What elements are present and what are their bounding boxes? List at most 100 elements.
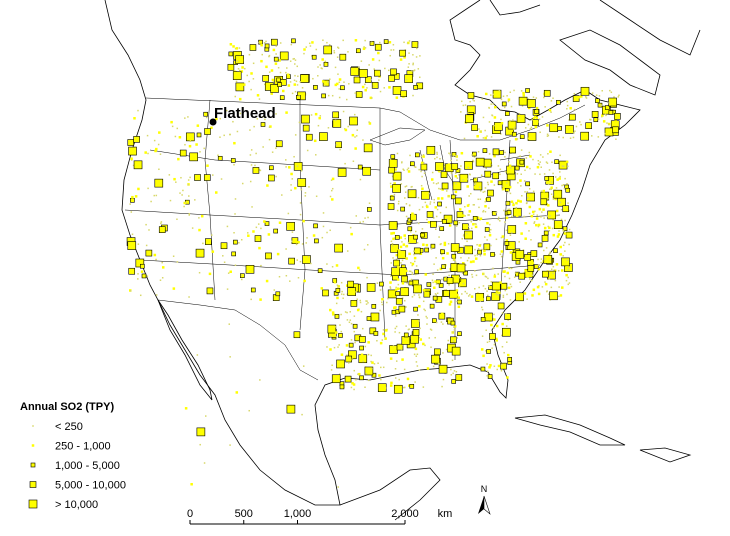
source-symbol xyxy=(414,260,416,263)
source-symbol xyxy=(474,248,476,251)
source-symbol xyxy=(199,443,201,446)
source-symbol xyxy=(585,97,588,99)
source-symbol xyxy=(486,375,488,377)
source-symbol xyxy=(170,120,173,124)
source-symbol xyxy=(481,98,484,100)
source-symbol xyxy=(287,84,291,87)
source-symbol xyxy=(468,195,470,197)
source-symbol xyxy=(364,217,366,219)
source-symbol xyxy=(493,105,497,109)
source-symbol xyxy=(462,261,465,265)
source-symbol xyxy=(401,259,404,262)
source-symbol xyxy=(357,372,361,376)
source-symbol xyxy=(389,287,392,289)
source-symbol xyxy=(541,116,544,118)
source-symbol xyxy=(238,47,241,49)
source-symbol xyxy=(226,288,229,290)
source-symbol xyxy=(364,83,366,86)
source-symbol xyxy=(595,94,598,96)
source-symbol xyxy=(434,206,437,209)
source-symbol xyxy=(334,83,338,87)
source-symbol xyxy=(155,294,158,296)
source-symbol xyxy=(329,229,331,232)
source-symbol xyxy=(547,225,550,228)
source-symbol xyxy=(131,233,134,236)
source-symbol xyxy=(406,168,409,171)
source-symbol xyxy=(472,223,475,226)
source-symbol xyxy=(300,74,309,83)
source-symbol xyxy=(427,283,430,285)
source-symbol xyxy=(597,136,600,138)
source-symbol xyxy=(537,264,540,266)
source-symbol xyxy=(531,294,534,297)
source-symbol xyxy=(606,108,610,112)
source-symbol xyxy=(531,261,534,265)
source-symbol xyxy=(466,185,469,188)
source-symbol xyxy=(499,253,502,255)
source-symbol xyxy=(299,202,302,204)
source-symbol xyxy=(422,154,425,156)
source-symbol xyxy=(538,207,542,211)
source-symbol xyxy=(330,179,333,181)
source-symbol xyxy=(344,162,346,165)
source-symbol xyxy=(249,44,257,51)
source-symbol xyxy=(168,174,171,176)
source-symbol xyxy=(188,144,192,148)
source-symbol xyxy=(438,364,448,374)
source-symbol xyxy=(359,269,361,271)
source-symbol xyxy=(389,345,398,354)
source-symbol xyxy=(339,148,341,151)
source-symbol xyxy=(436,153,438,155)
source-symbol xyxy=(502,296,505,298)
source-symbol xyxy=(465,114,474,124)
source-symbol xyxy=(405,257,408,260)
source-symbol xyxy=(497,294,500,296)
source-symbol xyxy=(299,260,302,263)
source-symbol xyxy=(204,415,207,417)
source-symbol xyxy=(499,281,502,284)
source-symbol xyxy=(520,173,522,175)
source-symbol xyxy=(549,123,559,133)
source-symbol xyxy=(526,192,535,202)
source-symbol xyxy=(426,218,428,221)
source-symbol xyxy=(474,182,477,185)
source-symbol xyxy=(482,191,484,193)
source-symbol xyxy=(371,97,373,99)
source-symbol xyxy=(490,252,495,257)
source-symbol xyxy=(139,294,142,297)
source-symbol xyxy=(489,364,492,367)
source-symbol xyxy=(285,248,287,250)
source-symbol xyxy=(532,158,534,161)
source-symbol xyxy=(544,176,550,181)
source-symbol xyxy=(412,329,420,336)
source-symbol xyxy=(569,113,576,121)
source-symbol xyxy=(531,119,533,121)
source-symbol xyxy=(380,378,382,381)
source-symbol xyxy=(500,250,504,253)
source-symbol xyxy=(399,245,403,249)
source-symbol xyxy=(264,43,270,49)
source-symbol xyxy=(322,225,325,228)
source-symbol xyxy=(359,68,368,78)
source-symbol xyxy=(395,325,398,328)
source-symbol xyxy=(398,200,400,203)
source-symbol xyxy=(369,96,373,100)
source-symbol xyxy=(493,116,497,119)
source-symbol xyxy=(540,190,543,193)
source-symbol xyxy=(501,334,503,337)
source-symbol xyxy=(389,158,392,161)
source-symbol xyxy=(438,187,440,190)
source-symbol xyxy=(145,244,148,247)
source-symbol xyxy=(488,233,492,237)
source-symbol xyxy=(398,378,400,381)
source-symbol xyxy=(486,239,488,241)
source-symbol xyxy=(320,67,323,69)
source-symbol xyxy=(441,253,443,256)
source-symbol xyxy=(436,151,438,154)
source-symbol xyxy=(404,191,407,193)
source-symbol xyxy=(555,187,558,189)
source-symbol xyxy=(408,40,411,42)
source-symbol xyxy=(342,297,344,300)
source-symbol xyxy=(507,357,512,362)
source-symbol xyxy=(536,214,538,216)
